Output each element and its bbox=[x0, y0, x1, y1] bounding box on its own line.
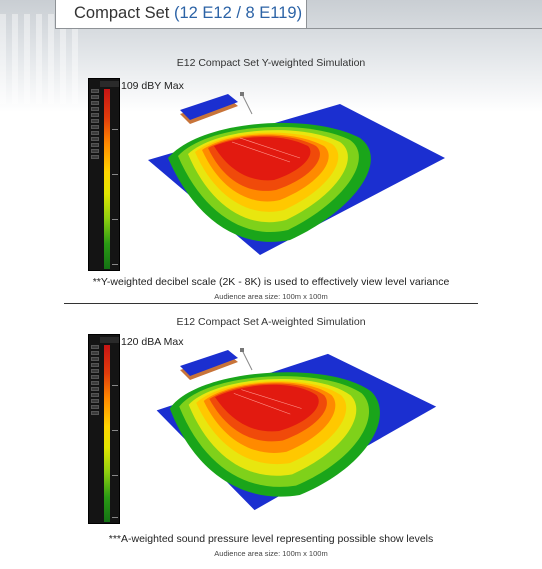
sim1-audience-size: Audience area size: 100m x 100m bbox=[214, 292, 328, 301]
sim2-max-label: 120 dBA Max bbox=[121, 336, 184, 348]
meter-controls bbox=[91, 345, 99, 417]
meter-header bbox=[100, 337, 119, 343]
meter-color-bar bbox=[104, 345, 110, 522]
sim2-title: E12 Compact Set A-weighted Simulation bbox=[176, 316, 366, 328]
sim1-max-label: 109 dBY Max bbox=[121, 80, 184, 92]
sim1-caption: **Y-weighted decibel scale (2K - 8K) is … bbox=[92, 276, 450, 288]
tab-rule bbox=[307, 28, 542, 29]
meter-controls bbox=[91, 89, 99, 161]
section-divider bbox=[64, 303, 478, 304]
sim2-audience-size: Audience area size: 100m x 100m bbox=[214, 549, 328, 558]
meter-color-bar bbox=[104, 89, 110, 269]
sim1-title: E12 Compact Set Y-weighted Simulation bbox=[176, 57, 366, 69]
page-title-prefix: Compact Set bbox=[74, 4, 170, 22]
header-stripes bbox=[0, 14, 80, 104]
meter-header bbox=[100, 81, 119, 87]
sim1-heatmap bbox=[148, 104, 445, 255]
title-tab bbox=[55, 0, 307, 29]
sim2-stage-inset bbox=[180, 348, 253, 380]
sim2-caption: ***A-weighted sound pressure level repre… bbox=[108, 533, 434, 545]
page-title: Compact Set (12 E12 / 8 E119) bbox=[74, 4, 302, 23]
sim1-level-meter bbox=[88, 78, 120, 271]
sim1-stage-inset bbox=[180, 92, 253, 124]
sim2-level-meter bbox=[88, 334, 120, 524]
page-title-paren: (12 E12 / 8 E119) bbox=[173, 4, 303, 22]
sim2-heatmap bbox=[156, 353, 437, 511]
